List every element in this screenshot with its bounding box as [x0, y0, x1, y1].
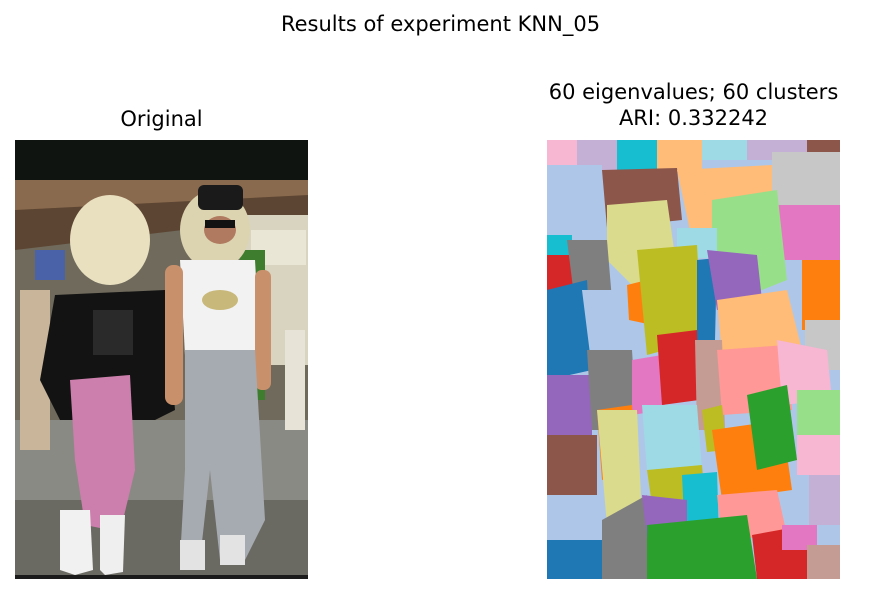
- segmentation-title-line1: 60 eigenvalues; 60 clusters: [548, 80, 839, 104]
- figure-suptitle: Results of experiment KNN_05: [280, 12, 601, 36]
- segmentation-map: [547, 140, 840, 579]
- original-photo: [15, 140, 308, 579]
- segmentation-title-line2: ARI: 0.332242: [618, 106, 769, 130]
- segmentation-title: 60 eigenvalues; 60 clusters ARI: 0.33224…: [480, 79, 881, 131]
- original-title: Original: [120, 107, 203, 131]
